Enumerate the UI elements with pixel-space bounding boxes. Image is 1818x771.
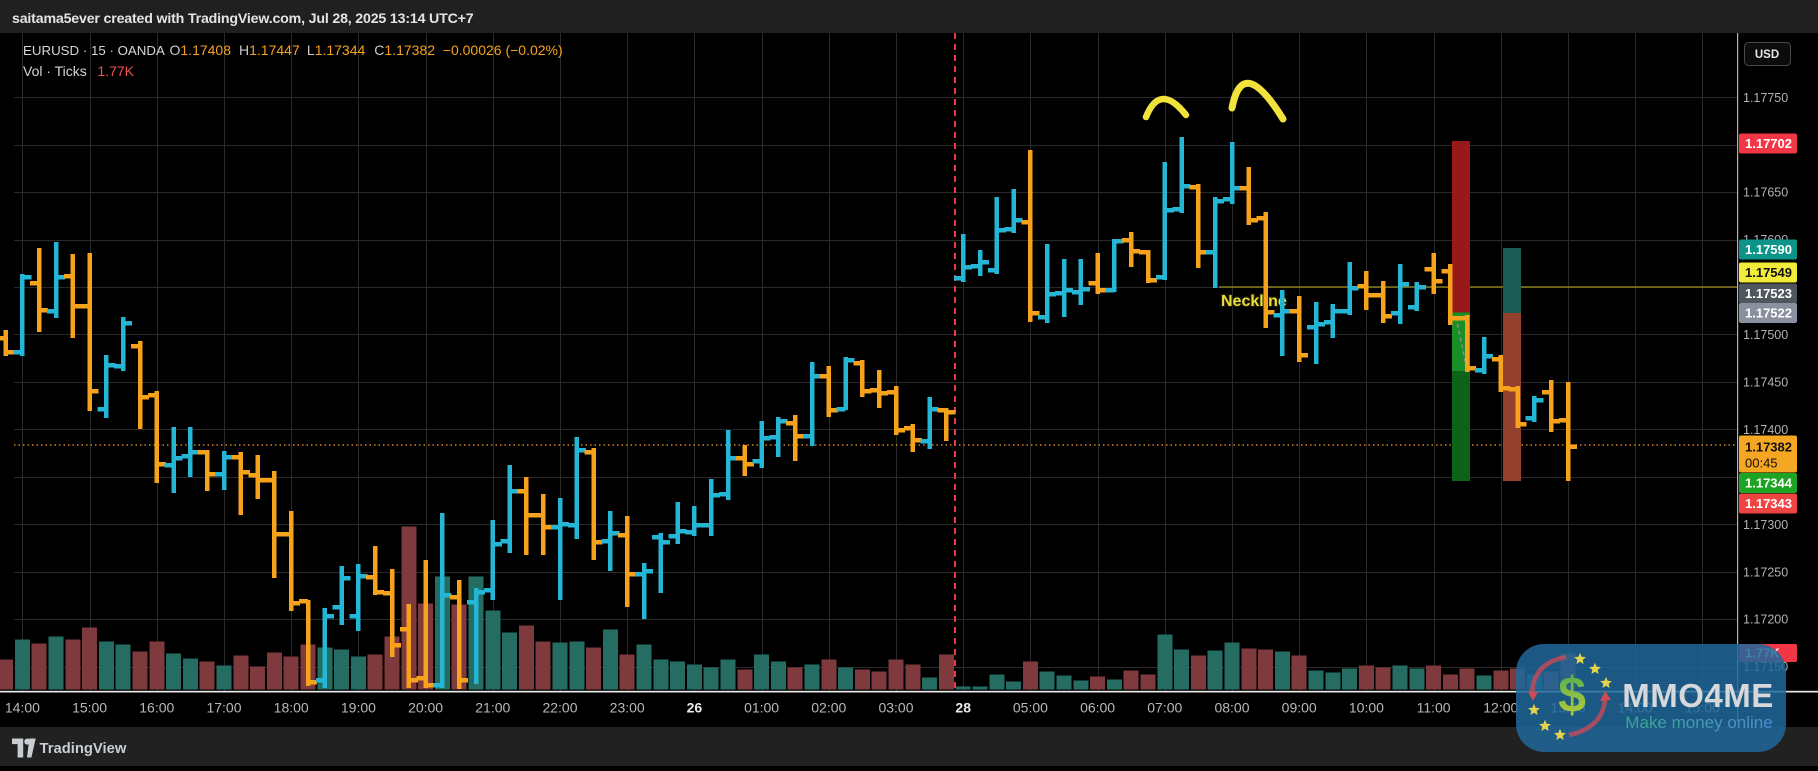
svg-text:26: 26 — [687, 700, 703, 716]
svg-text:USD: USD — [1755, 49, 1779, 61]
svg-text:23:00: 23:00 — [610, 700, 645, 716]
svg-text:1.17200: 1.17200 — [1743, 613, 1788, 627]
svg-text:Vol · Ticks: Vol · Ticks — [23, 63, 87, 79]
svg-text:1.77K: 1.77K — [97, 63, 134, 79]
svg-text:L1.17344: L1.17344 — [307, 42, 366, 58]
svg-text:09:00: 09:00 — [1282, 700, 1317, 716]
svg-text:1.17250: 1.17250 — [1743, 565, 1788, 579]
svg-text:28: 28 — [955, 700, 971, 716]
svg-text:17:00: 17:00 — [206, 700, 241, 716]
svg-text:1.17523: 1.17523 — [1745, 286, 1792, 301]
svg-text:1.17702: 1.17702 — [1745, 136, 1792, 151]
svg-text:1.17382: 1.17382 — [1745, 440, 1792, 455]
svg-text:06:00: 06:00 — [1080, 700, 1115, 716]
svg-text:1.17300: 1.17300 — [1743, 518, 1788, 532]
svg-text:1.17450: 1.17450 — [1743, 376, 1788, 390]
svg-text:21:00: 21:00 — [475, 700, 510, 716]
svg-text:18:00: 18:00 — [274, 700, 309, 716]
svg-text:1.17343: 1.17343 — [1745, 496, 1792, 511]
svg-text:07:00: 07:00 — [1147, 700, 1182, 716]
svg-text:12:00: 12:00 — [1483, 700, 1518, 716]
svg-text:01:00: 01:00 — [744, 700, 779, 716]
svg-text:05:00: 05:00 — [1013, 700, 1048, 716]
svg-text:22:00: 22:00 — [542, 700, 577, 716]
svg-text:15:00: 15:00 — [72, 700, 107, 716]
svg-text:11:00: 11:00 — [1417, 700, 1451, 716]
svg-text:1.17750: 1.17750 — [1743, 91, 1788, 105]
svg-text:H1.17447: H1.17447 — [239, 42, 300, 58]
svg-text:MMO4ME: MMO4ME — [1622, 677, 1774, 714]
svg-text:TradingView: TradingView — [40, 741, 127, 757]
svg-text:03:00: 03:00 — [878, 700, 913, 716]
svg-text:00:45: 00:45 — [1745, 456, 1778, 471]
svg-text:1.17650: 1.17650 — [1743, 186, 1788, 200]
svg-text:16:00: 16:00 — [139, 700, 174, 716]
svg-text:1.17344: 1.17344 — [1745, 476, 1793, 491]
svg-text:10:00: 10:00 — [1349, 700, 1384, 716]
svg-text:saitama5ever created with Trad: saitama5ever created with TradingView.co… — [12, 11, 474, 27]
svg-text:1.17549: 1.17549 — [1745, 265, 1792, 280]
svg-text:08:00: 08:00 — [1214, 700, 1249, 716]
svg-text:1.17400: 1.17400 — [1743, 423, 1788, 437]
svg-text:19:00: 19:00 — [341, 700, 376, 716]
svg-text:Neckline: Neckline — [1221, 293, 1287, 310]
svg-text:1.17590: 1.17590 — [1745, 242, 1792, 257]
svg-text:C1.17382: C1.17382 — [374, 42, 435, 58]
svg-text:EURUSD · 15 · OANDA: EURUSD · 15 · OANDA — [23, 43, 165, 58]
svg-text:1.17522: 1.17522 — [1745, 306, 1792, 321]
svg-text:02:00: 02:00 — [811, 700, 846, 716]
svg-text:1.17500: 1.17500 — [1743, 328, 1788, 342]
svg-text:O1.17408: O1.17408 — [170, 42, 232, 58]
svg-text:$: $ — [1558, 667, 1586, 723]
svg-text:20:00: 20:00 — [408, 700, 443, 716]
svg-text:Make money online: Make money online — [1625, 713, 1772, 732]
svg-text:14:00: 14:00 — [5, 700, 40, 716]
svg-text:−0.00026 (−0.02%): −0.00026 (−0.02%) — [443, 42, 563, 58]
